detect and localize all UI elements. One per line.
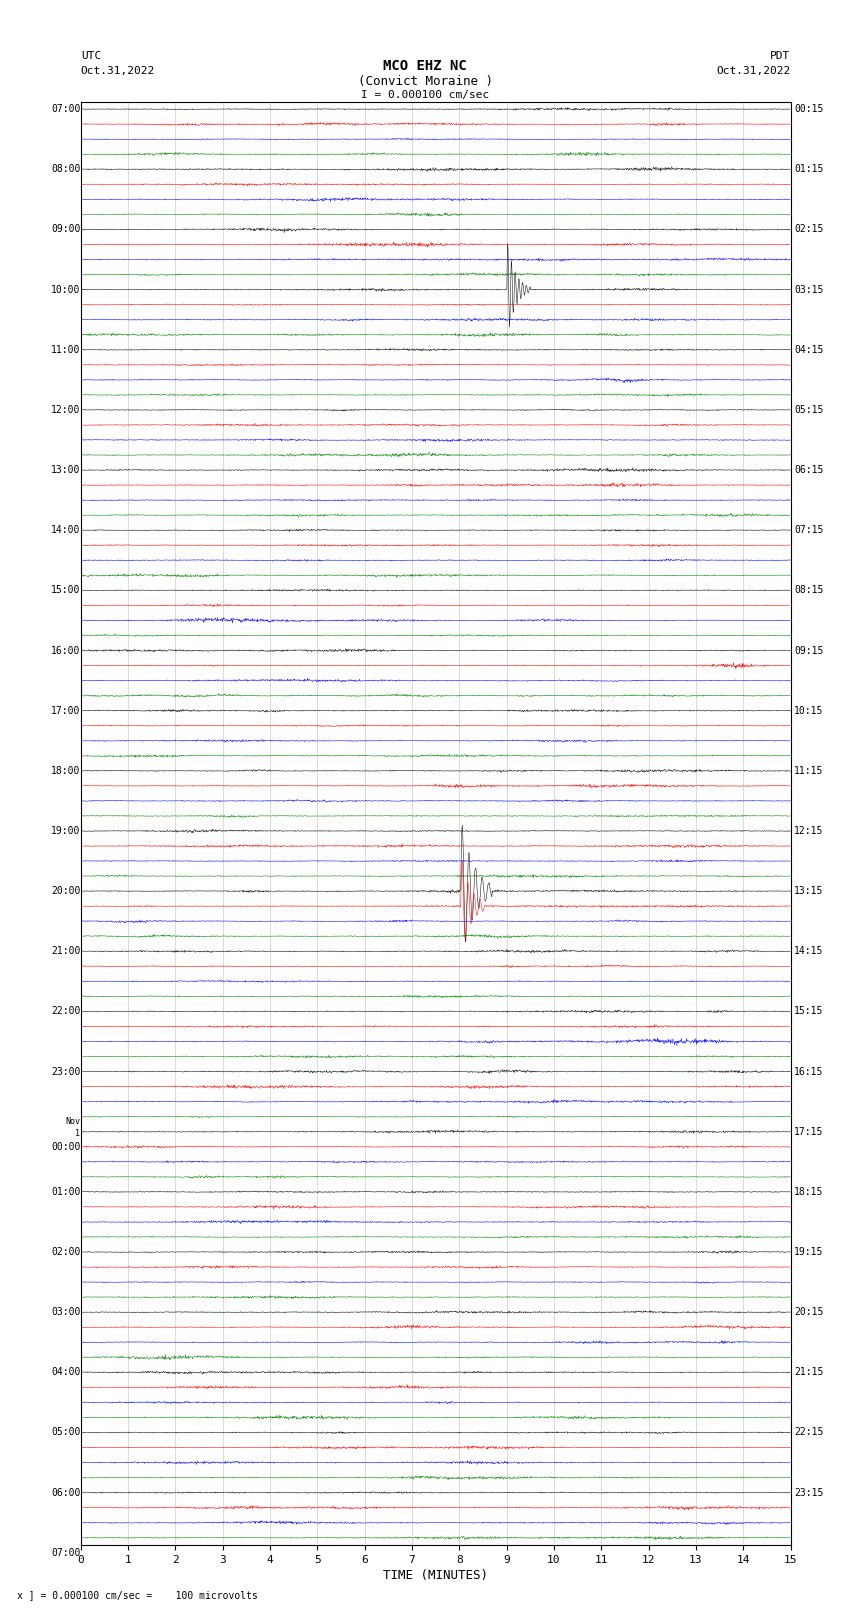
Text: 00:00: 00:00	[51, 1142, 81, 1152]
Text: 01:00: 01:00	[51, 1187, 81, 1197]
Text: 16:00: 16:00	[51, 645, 81, 655]
Text: 02:00: 02:00	[51, 1247, 81, 1257]
Text: 1: 1	[76, 1129, 81, 1137]
Text: 10:15: 10:15	[794, 705, 824, 716]
Text: 11:00: 11:00	[51, 345, 81, 355]
Text: 09:00: 09:00	[51, 224, 81, 234]
Text: 08:15: 08:15	[794, 586, 824, 595]
Text: 23:15: 23:15	[794, 1487, 824, 1497]
Text: UTC: UTC	[81, 52, 101, 61]
Text: 05:15: 05:15	[794, 405, 824, 415]
Text: 03:00: 03:00	[51, 1307, 81, 1318]
Text: 13:00: 13:00	[51, 465, 81, 476]
Text: 14:15: 14:15	[794, 947, 824, 957]
Text: 20:15: 20:15	[794, 1307, 824, 1318]
Text: 11:15: 11:15	[794, 766, 824, 776]
Text: 21:15: 21:15	[794, 1368, 824, 1378]
Text: 06:15: 06:15	[794, 465, 824, 476]
Text: 22:15: 22:15	[794, 1428, 824, 1437]
Text: x ] = 0.000100 cm/sec =    100 microvolts: x ] = 0.000100 cm/sec = 100 microvolts	[17, 1590, 258, 1600]
Text: 13:15: 13:15	[794, 886, 824, 897]
Text: 21:00: 21:00	[51, 947, 81, 957]
Text: 04:00: 04:00	[51, 1368, 81, 1378]
Text: 00:15: 00:15	[794, 105, 824, 115]
Text: 22:00: 22:00	[51, 1007, 81, 1016]
Text: 10:00: 10:00	[51, 284, 81, 295]
X-axis label: TIME (MINUTES): TIME (MINUTES)	[383, 1569, 488, 1582]
Text: 14:00: 14:00	[51, 526, 81, 536]
Text: 12:15: 12:15	[794, 826, 824, 836]
Text: (Convict Moraine ): (Convict Moraine )	[358, 74, 492, 87]
Text: 07:00: 07:00	[51, 105, 81, 115]
Text: 20:00: 20:00	[51, 886, 81, 897]
Text: 03:15: 03:15	[794, 284, 824, 295]
Text: 18:15: 18:15	[794, 1187, 824, 1197]
Text: 17:00: 17:00	[51, 705, 81, 716]
Text: 18:00: 18:00	[51, 766, 81, 776]
Text: MCO EHZ NC: MCO EHZ NC	[383, 60, 467, 73]
Text: Nov: Nov	[65, 1116, 81, 1126]
Text: 19:00: 19:00	[51, 826, 81, 836]
Text: 04:15: 04:15	[794, 345, 824, 355]
Text: 16:15: 16:15	[794, 1066, 824, 1076]
Text: 02:15: 02:15	[794, 224, 824, 234]
Text: 07:15: 07:15	[794, 526, 824, 536]
Text: I = 0.000100 cm/sec: I = 0.000100 cm/sec	[361, 90, 489, 100]
Text: 07:00: 07:00	[51, 1548, 81, 1558]
Text: PDT: PDT	[770, 52, 790, 61]
Text: Oct.31,2022: Oct.31,2022	[81, 66, 155, 76]
Text: 12:00: 12:00	[51, 405, 81, 415]
Text: 01:15: 01:15	[794, 165, 824, 174]
Text: 15:15: 15:15	[794, 1007, 824, 1016]
Text: 09:15: 09:15	[794, 645, 824, 655]
Text: 08:00: 08:00	[51, 165, 81, 174]
Text: 06:00: 06:00	[51, 1487, 81, 1497]
Text: 05:00: 05:00	[51, 1428, 81, 1437]
Text: 23:00: 23:00	[51, 1066, 81, 1076]
Text: 17:15: 17:15	[794, 1127, 824, 1137]
Text: 15:00: 15:00	[51, 586, 81, 595]
Text: 19:15: 19:15	[794, 1247, 824, 1257]
Text: Oct.31,2022: Oct.31,2022	[717, 66, 790, 76]
